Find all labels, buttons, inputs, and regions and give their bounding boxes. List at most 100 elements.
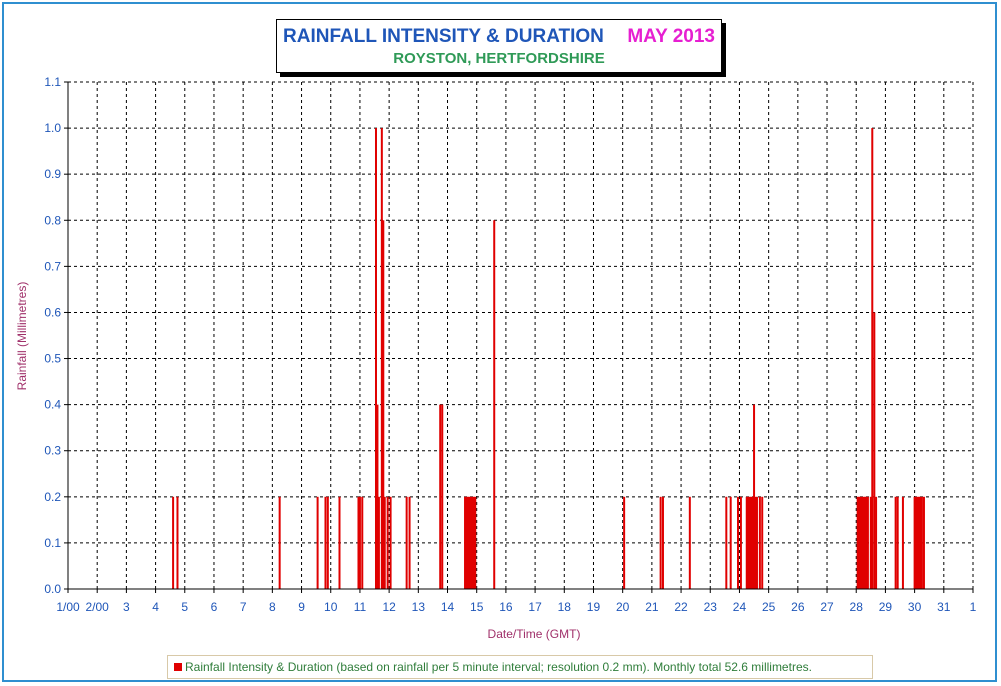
y-tick-label: 1.1 <box>44 75 61 89</box>
x-tick-label: 28 <box>850 600 864 614</box>
x-tick-label: 25 <box>762 600 776 614</box>
rainfall-bar <box>916 496 919 589</box>
x-tick-label: 8 <box>269 600 276 614</box>
y-tick-label: 0.3 <box>44 444 61 458</box>
rainfall-bar <box>474 496 477 589</box>
rainfall-bar <box>326 496 329 589</box>
rainfall-bar <box>623 496 626 589</box>
rainfall-bar <box>745 496 748 589</box>
rainfall-bar <box>748 496 751 589</box>
rainfall-bar <box>761 496 764 589</box>
rainfall-bar <box>441 404 444 589</box>
x-axis-title: Date/Time (GMT) <box>488 627 581 641</box>
x-tick-label: 21 <box>645 600 659 614</box>
rainfall-bar <box>374 128 377 589</box>
chart-month: MAY 2013 <box>627 26 715 47</box>
rainfall-bar <box>871 128 874 589</box>
x-tick-label: 19 <box>587 600 601 614</box>
x-tick-label: 24 <box>733 600 747 614</box>
rainfall-bar <box>389 496 392 589</box>
rainfall-bar <box>736 496 739 589</box>
x-tick-label: 9 <box>298 600 305 614</box>
x-tick-label: 23 <box>704 600 718 614</box>
x-tick-label: 26 <box>791 600 805 614</box>
rainfall-bar <box>493 220 496 590</box>
rainfall-bar <box>896 496 899 589</box>
x-tick-label: 18 <box>558 600 572 614</box>
rainfall-bar <box>383 496 386 589</box>
rainfall-bar <box>750 496 753 589</box>
x-tick-label: 31 <box>937 600 951 614</box>
legend: Rainfall Intensity & Duration (based on … <box>167 655 873 679</box>
rainfall-bar <box>753 404 756 589</box>
rainfall-bar <box>661 496 664 589</box>
rainfall-bar <box>859 496 862 589</box>
rainfall-bar <box>439 404 442 589</box>
x-tick-label: 4 <box>152 600 159 614</box>
rainfall-bar <box>922 496 925 589</box>
rainfall-bar <box>377 496 380 589</box>
rainfall-bar <box>858 496 861 589</box>
rainfall-bar <box>747 496 750 589</box>
rainfall-bar <box>688 496 691 589</box>
rainfall-bar <box>861 496 864 589</box>
rainfall-bar <box>358 496 361 589</box>
y-tick-label: 1.0 <box>44 121 61 135</box>
rainfall-bar <box>465 496 468 589</box>
rainfall-bar <box>357 496 360 589</box>
x-tick-label: 1 <box>970 600 977 614</box>
legend-label: Rainfall Intensity & Duration (based on … <box>185 660 812 674</box>
rainfall-bar <box>361 496 364 589</box>
rainfall-bar <box>316 496 319 589</box>
rainfall-bar <box>869 496 872 589</box>
rainfall-bar <box>751 496 754 589</box>
rainfall-bar <box>659 496 662 589</box>
y-tick-label: 0.5 <box>44 352 61 366</box>
rainfall-bar <box>919 496 922 589</box>
rainfall-bar <box>758 496 761 589</box>
x-tick-label: 29 <box>879 600 893 614</box>
rainfall-bar <box>386 496 389 589</box>
legend-swatch <box>174 663 182 671</box>
x-tick-label: 14 <box>441 600 455 614</box>
rainfall-bar <box>894 496 897 589</box>
rainfall-bar <box>920 496 923 589</box>
y-tick-label: 0.6 <box>44 305 61 319</box>
bars-layer <box>172 128 925 590</box>
rainfall-bar <box>875 496 878 589</box>
x-tick-label: 3 <box>123 600 130 614</box>
chart-title: RAINFALL INTENSITY & DURATION <box>283 26 604 47</box>
y-tick-label: 0.7 <box>44 259 61 273</box>
grid-layer <box>68 81 974 589</box>
x-tick-label: 1/00 <box>56 600 80 614</box>
rainfall-bar <box>172 496 175 589</box>
rainfall-bar <box>469 496 472 589</box>
rainfall-bar <box>405 496 408 589</box>
rainfall-bar <box>729 496 732 589</box>
rainfall-bar <box>755 496 758 589</box>
y-tick-label: 0.2 <box>44 490 61 504</box>
x-tick-label: 15 <box>470 600 484 614</box>
rainfall-bar <box>338 496 341 589</box>
rainfall-bar <box>856 496 859 589</box>
rainfall-bar <box>917 496 920 589</box>
x-tick-label: 11 <box>354 600 367 614</box>
rainfall-bar <box>754 496 757 589</box>
x-tick-label: 17 <box>528 600 542 614</box>
rainfall-bar <box>862 496 865 589</box>
rainfall-bar <box>472 496 475 589</box>
y-tick-label: 0.8 <box>44 213 61 227</box>
x-tick-label: 6 <box>211 600 218 614</box>
x-tick-label: 5 <box>181 600 188 614</box>
rainfall-bar <box>380 128 383 589</box>
x-tick-label: 20 <box>616 600 630 614</box>
y-tick-label: 0.9 <box>44 167 61 181</box>
x-tick-label: 7 <box>240 600 247 614</box>
rainfall-bar <box>901 496 904 589</box>
title-box: RAINFALL INTENSITY & DURATION MAY 2013 R… <box>276 19 722 73</box>
rainfall-bar <box>865 496 868 589</box>
rainfall-bar <box>866 496 869 589</box>
x-tick-label: 16 <box>499 600 513 614</box>
